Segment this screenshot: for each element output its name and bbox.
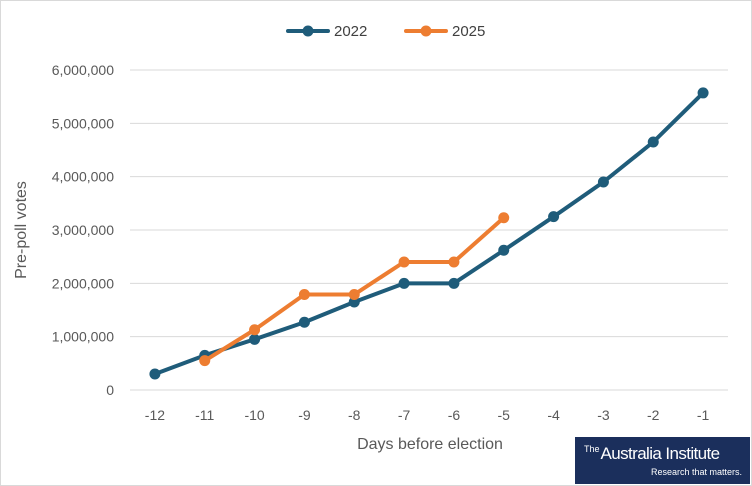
y-tick-label: 5,000,000	[52, 115, 114, 131]
data-point-2025	[448, 256, 460, 268]
data-point-2022	[597, 176, 609, 188]
y-tick-label: 3,000,000	[52, 222, 114, 238]
x-axis-ticks: -12 -11 -10 -9 -8 -7 -6 -5 -4 -3 -2 -1	[145, 407, 710, 423]
legend: 2022 2025	[286, 23, 485, 40]
logo-tagline: Research that matters.	[650, 467, 742, 477]
data-point-2025	[249, 324, 261, 336]
x-tick-label: -10	[244, 407, 264, 423]
data-point-2022	[398, 277, 410, 289]
legend-label-2025: 2025	[452, 23, 485, 40]
data-point-2022	[298, 316, 310, 328]
logo-the: The	[584, 444, 600, 454]
y-tick-label: 4,000,000	[52, 169, 114, 185]
data-point-2022	[448, 277, 460, 289]
y-tick-label: 2,000,000	[52, 275, 114, 291]
series-line-2022	[152, 90, 706, 376]
data-point-2022	[149, 368, 161, 380]
logo-brand-name: Australia Institute	[600, 444, 721, 463]
data-point-2022	[647, 136, 659, 148]
data-point-2022	[548, 211, 560, 223]
y-axis-ticks: 0 1,000,000 2,000,000 3,000,000 4,000,000 5,0…	[52, 62, 115, 398]
data-point-2025	[348, 289, 360, 301]
x-axis-title: Days before election	[357, 436, 503, 453]
legend-item-2022: 2022	[286, 23, 367, 40]
x-tick-label: -7	[398, 407, 411, 423]
gridlines	[130, 69, 728, 391]
data-point-2025	[199, 355, 211, 367]
australia-institute-logo: TheAustralia Institute Research that mat…	[575, 437, 750, 484]
x-tick-label: -5	[498, 407, 511, 423]
x-tick-label: -2	[647, 407, 660, 423]
data-point-2025	[498, 212, 510, 224]
legend-marker-2022	[302, 25, 314, 37]
y-tick-label: 6,000,000	[52, 62, 114, 78]
series-layer	[149, 87, 709, 380]
logo-brand: TheAustralia Institute	[584, 444, 720, 464]
x-tick-label: -1	[697, 407, 710, 423]
data-point-2022	[498, 244, 510, 256]
y-axis-title: Pre-poll votes	[13, 181, 30, 279]
x-tick-label: -9	[298, 407, 311, 423]
legend-item-2025: 2025	[404, 23, 485, 40]
series-2025	[199, 212, 510, 367]
x-tick-label: -12	[145, 407, 165, 423]
data-point-2022	[697, 87, 709, 99]
data-point-2025	[398, 256, 410, 268]
x-tick-label: -8	[348, 407, 361, 423]
y-tick-label: 1,000,000	[52, 329, 114, 345]
x-tick-label: -6	[448, 407, 461, 423]
y-tick-label: 0	[106, 382, 114, 398]
legend-marker-2025	[420, 25, 432, 37]
legend-label-2022: 2022	[334, 23, 367, 40]
x-tick-label: -4	[547, 407, 560, 423]
data-point-2025	[298, 289, 310, 301]
data-point-2022	[249, 333, 261, 345]
x-tick-label: -11	[195, 407, 214, 423]
series-2022	[149, 87, 709, 380]
x-tick-label: -3	[597, 407, 610, 423]
